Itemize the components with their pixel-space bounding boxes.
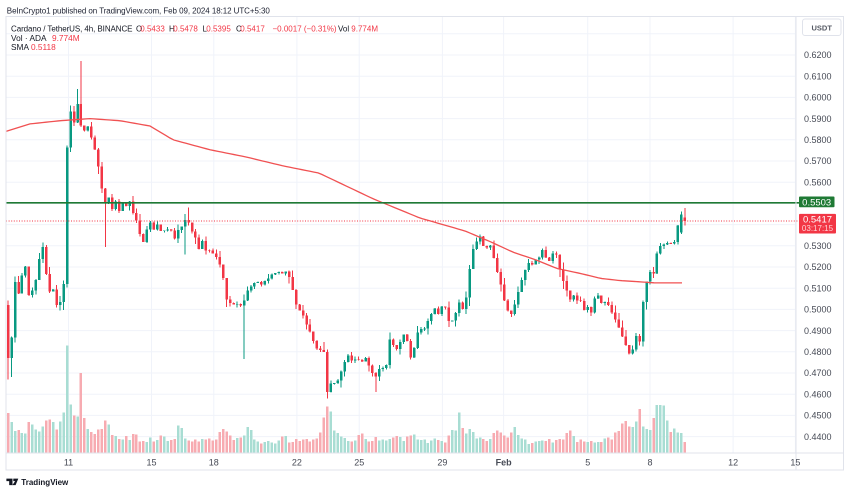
svg-text:29: 29 — [437, 457, 447, 467]
svg-text:0.5600: 0.5600 — [804, 177, 832, 187]
svg-text:9.774M: 9.774M — [351, 24, 378, 33]
svg-text:11: 11 — [64, 457, 73, 467]
svg-text:0.5200: 0.5200 — [804, 262, 832, 272]
svg-text:Vol: Vol — [338, 24, 349, 33]
svg-text:0.4800: 0.4800 — [804, 347, 832, 357]
svg-text:25: 25 — [354, 457, 364, 467]
svg-text:−0.0017 (−0.31%): −0.0017 (−0.31%) — [273, 24, 337, 33]
svg-text:BeInCrypto1 published on Tradi: BeInCrypto1 published on TradingView.com… — [7, 6, 271, 15]
svg-text:0.6100: 0.6100 — [804, 71, 832, 81]
svg-text:O: O — [136, 24, 142, 33]
svg-text:0.5478: 0.5478 — [173, 24, 198, 33]
svg-text:C: C — [236, 24, 242, 33]
svg-text:0.5800: 0.5800 — [804, 135, 832, 145]
svg-text:8: 8 — [647, 457, 652, 467]
svg-text:12: 12 — [728, 457, 738, 467]
svg-text:0.4700: 0.4700 — [804, 368, 832, 378]
svg-text:0.5900: 0.5900 — [804, 114, 832, 124]
svg-text:L: L — [203, 24, 208, 33]
svg-text:0.6200: 0.6200 — [804, 50, 832, 60]
svg-text:USDT: USDT — [811, 24, 832, 33]
svg-text:0.5100: 0.5100 — [804, 283, 832, 293]
svg-text:0.6000: 0.6000 — [804, 93, 832, 103]
svg-text:0.5300: 0.5300 — [804, 241, 832, 251]
svg-text:0.4900: 0.4900 — [804, 326, 832, 336]
svg-text:18: 18 — [209, 457, 219, 467]
svg-text:15: 15 — [146, 457, 156, 467]
svg-text:03:17:15: 03:17:15 — [802, 224, 834, 233]
svg-text:15: 15 — [790, 457, 800, 467]
svg-text:0.4600: 0.4600 — [804, 389, 832, 399]
svg-text:0.4400: 0.4400 — [804, 432, 832, 442]
svg-text:Feb: Feb — [496, 457, 513, 467]
svg-text:Vol · ADA: Vol · ADA — [11, 33, 47, 43]
svg-text:5: 5 — [585, 457, 590, 467]
svg-text:0.5395: 0.5395 — [206, 24, 231, 33]
svg-text:0.5118: 0.5118 — [31, 42, 56, 52]
svg-text:0.5503: 0.5503 — [802, 197, 831, 208]
svg-text:0.5417: 0.5417 — [240, 24, 265, 33]
svg-text:Cardano / TetherUS, 4h, BINANC: Cardano / TetherUS, 4h, BINANCE — [11, 24, 132, 33]
svg-text:9.774M: 9.774M — [52, 33, 80, 43]
svg-text:0.5433: 0.5433 — [140, 24, 165, 33]
svg-text:0.5700: 0.5700 — [804, 156, 832, 166]
svg-text:H: H — [169, 24, 175, 33]
svg-text:TradingView: TradingView — [21, 478, 69, 487]
svg-text:0.4500: 0.4500 — [804, 411, 832, 421]
svg-text:SMA: SMA — [11, 42, 29, 52]
svg-text:0.5000: 0.5000 — [804, 305, 832, 315]
svg-text:0.5417: 0.5417 — [803, 215, 832, 226]
svg-text:22: 22 — [292, 457, 302, 467]
